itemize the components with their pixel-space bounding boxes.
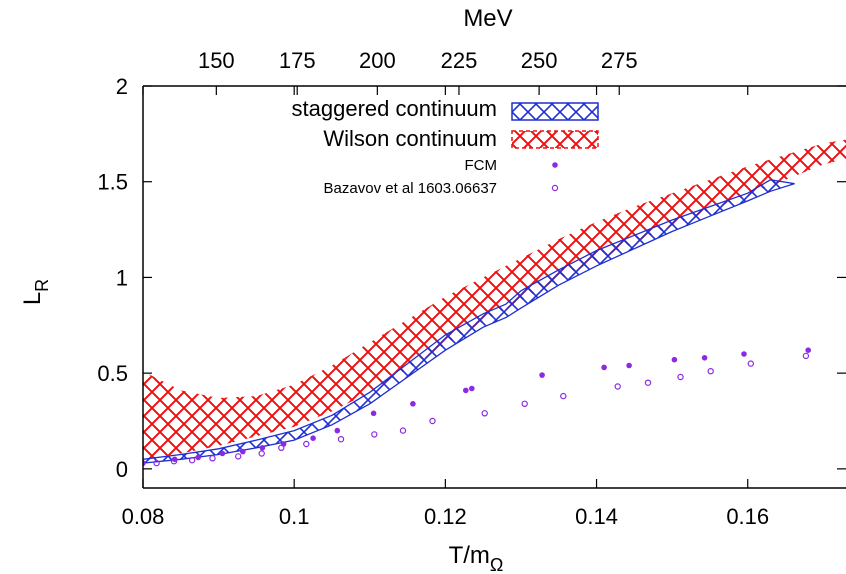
y-tick-label: 2 — [116, 74, 128, 99]
legend-entry-wilson: Wilson continuum — [323, 126, 599, 151]
staggered-continuum-band — [143, 179, 795, 464]
x-bottom-tick-label: 0.14 — [575, 504, 618, 529]
fcm-point — [410, 401, 416, 407]
y-axis-title-subscript: R — [32, 279, 52, 292]
fcm-point — [240, 448, 246, 455]
fcm-point — [195, 454, 201, 461]
legend-entry-bazavov: Bazavov et al 1603.06637 — [324, 180, 559, 197]
x-bottom-tick-label: 0.12 — [424, 504, 467, 529]
fcm-point — [601, 364, 607, 371]
bazavov-point — [170, 458, 178, 465]
x-top-tick-label: 150 — [198, 48, 235, 73]
x-top-tick-label: 175 — [279, 48, 316, 73]
legend-label-wilson: Wilson continuum — [323, 126, 497, 151]
legend-entry-fcm: FCM — [465, 157, 558, 174]
legend-entry-staggered: staggered continuum — [292, 96, 599, 121]
x-top-tick-label: 250 — [521, 48, 558, 73]
bazavov-point — [560, 392, 567, 400]
fcm-point — [310, 435, 316, 442]
x-top-tick-label: 275 — [601, 48, 638, 73]
axis-ticks: 0.08 0.1 0.12 0.14 0.16 150 175 200 225 250 275 0 0.… — [97, 48, 846, 529]
fcm-point — [259, 445, 266, 451]
bazavov-point — [677, 373, 684, 381]
fcm-point — [370, 410, 377, 417]
legend-swatch-wilson — [511, 130, 599, 149]
bazavov-point — [188, 457, 196, 464]
fcm-point — [701, 355, 708, 361]
y-tick-label: 0.5 — [97, 361, 128, 386]
bazavov-point — [399, 427, 407, 434]
y-tick-label: 1.5 — [97, 170, 128, 195]
fcm-point — [539, 372, 545, 378]
bazavov-point — [278, 444, 285, 451]
x-axis-bottom-title: T/mΩ — [449, 542, 504, 574]
bazavov-point — [802, 352, 810, 360]
fcm-point — [626, 362, 632, 369]
bazavov-point — [614, 383, 621, 390]
legend-swatch-staggered — [511, 102, 599, 121]
y-tick-label: 0 — [116, 457, 128, 482]
x-bottom-tick-label: 0.08 — [122, 504, 165, 529]
x-top-tick-label: 225 — [441, 48, 478, 73]
fcm-point — [741, 351, 747, 357]
bazavov-point — [707, 368, 714, 375]
fcm-point — [469, 385, 475, 392]
legend-label-fcm: FCM — [465, 157, 498, 174]
y-axis-title: LR — [19, 279, 52, 305]
fcm-point — [463, 387, 469, 394]
bazavov-point — [371, 431, 378, 438]
bazavov-point — [234, 453, 242, 460]
x-bottom-tick-label: 0.16 — [726, 504, 769, 529]
x-bottom-tick-label: 0.1 — [279, 504, 310, 529]
axes-frame — [142, 85, 846, 489]
bazavov-point — [521, 400, 528, 407]
x-top-tick-label: 200 — [359, 48, 396, 73]
legend: staggered continuum Wilson continuum FCM… — [292, 96, 599, 197]
x-axis-top-title: MeV — [463, 5, 512, 32]
bazavov-point — [153, 459, 160, 467]
bazavov-point — [481, 410, 488, 417]
fcm-point — [219, 450, 226, 457]
bazavov-point — [429, 417, 436, 425]
bazavov-point — [747, 360, 755, 367]
y-tick-label: 1 — [116, 265, 128, 290]
axis-titles: T/mΩ MeV LR — [19, 5, 513, 574]
fcm-point — [334, 427, 341, 434]
fcm-point — [805, 347, 811, 354]
bazavov-point — [337, 436, 345, 443]
bazavov-point — [258, 450, 265, 457]
fcm-point — [671, 356, 678, 363]
bazavov-point — [303, 440, 310, 448]
bazavov-point — [644, 379, 652, 386]
legend-marker-fcm — [552, 162, 558, 168]
bazavov-point — [209, 455, 216, 462]
legend-label-bazavov: Bazavov et al 1603.06637 — [324, 180, 497, 197]
series-layer — [143, 139, 846, 467]
x-axis-bottom-title-subscript: Ω — [490, 555, 503, 574]
legend-marker-bazavov — [551, 184, 559, 192]
wilson-continuum-band — [143, 139, 846, 460]
legend-label-staggered: staggered continuum — [292, 96, 497, 121]
